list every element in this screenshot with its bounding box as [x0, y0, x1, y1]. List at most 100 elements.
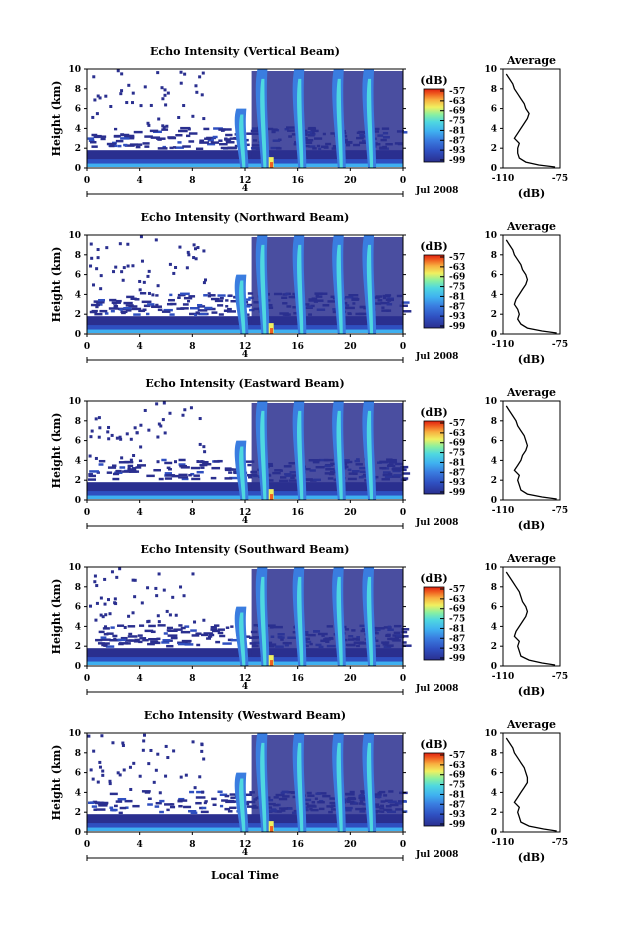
- profile-x-tick-label: -75: [552, 672, 568, 682]
- echo-patch: [128, 632, 133, 636]
- y-tick-label: 2: [75, 642, 81, 652]
- echo-speck: [92, 75, 96, 79]
- x-tick-label: 4: [137, 674, 143, 684]
- echo-patch: [126, 295, 135, 299]
- echo-patch: [199, 141, 209, 144]
- echo-speck: [156, 614, 160, 618]
- echo-speck: [105, 246, 109, 250]
- echo-speck: [90, 429, 94, 433]
- echo-speck: [171, 595, 175, 599]
- echo-patch: [219, 634, 226, 638]
- profile-y-tick-label: 8: [491, 251, 497, 261]
- x-tick-label: 0: [400, 840, 406, 850]
- echo-patch: [177, 641, 186, 644]
- echo-speck: [99, 613, 103, 617]
- echo-patch: [213, 127, 223, 130]
- y-tick-label: 6: [75, 769, 81, 779]
- echo-speck: [202, 618, 206, 622]
- echo-patch: [191, 634, 200, 637]
- plume-core: [239, 778, 246, 832]
- echo-patch: [166, 302, 173, 306]
- echo-patch: [210, 628, 218, 631]
- echo-speck: [202, 757, 206, 761]
- echo-patch: [98, 804, 108, 807]
- echo-speck: [168, 613, 172, 617]
- echo-speck: [201, 71, 205, 75]
- echo-patch: [218, 139, 223, 142]
- profile-line: [505, 737, 557, 832]
- echo-speck: [131, 578, 135, 582]
- panel-title: Echo Intensity (Westward Beam): [144, 709, 346, 722]
- colorbar-tick-label: -57: [449, 585, 465, 595]
- echo-patch: [137, 634, 143, 637]
- echo-patch: [117, 624, 125, 627]
- echo-patch: [179, 464, 187, 468]
- echo-speck: [193, 786, 197, 790]
- echo-patch: [401, 644, 412, 647]
- echo-patch: [224, 807, 231, 811]
- colorbar: [423, 586, 445, 661]
- echo-speck: [107, 437, 111, 441]
- x-tick-label: 0: [400, 176, 406, 186]
- echo-patch: [127, 468, 137, 471]
- echo-speck: [94, 618, 98, 622]
- echo-patch: [168, 468, 172, 471]
- y-tick-label: 8: [75, 417, 81, 427]
- echo-speck: [152, 780, 156, 784]
- echo-speck: [93, 574, 97, 578]
- panel-title: Echo Intensity (Vertical Beam): [150, 45, 340, 58]
- echo-patch: [201, 460, 209, 464]
- echo-patch: [139, 624, 145, 627]
- echo-patch: [217, 631, 224, 635]
- echo-patch: [211, 797, 217, 801]
- x-tick-label: 16: [291, 674, 304, 684]
- colorbar: [423, 88, 445, 163]
- y-tick-label: 0: [75, 164, 81, 174]
- plume-core: [239, 612, 246, 666]
- echo-patch: [88, 474, 96, 478]
- echo-speck: [120, 72, 124, 76]
- echo-patch: [225, 133, 233, 137]
- echo-speck: [122, 266, 126, 270]
- echo-patch: [99, 309, 108, 313]
- echo-patch: [129, 458, 133, 462]
- echo-patch: [148, 637, 158, 641]
- echo-patch: [150, 136, 161, 139]
- echo-speck: [147, 291, 151, 295]
- profile-y-tick-label: 6: [491, 105, 497, 115]
- colorbar-label: (dB): [420, 738, 447, 751]
- echo-patch: [183, 805, 192, 809]
- echo-patch: [180, 292, 190, 296]
- colorbar-label: (dB): [420, 572, 447, 585]
- panel-4: Echo Intensity (Southward Beam) Height (k…: [50, 543, 568, 698]
- colorbar-tick-label: -87: [449, 136, 465, 146]
- echo-patch: [215, 640, 221, 644]
- x-tick-label: 0: [84, 176, 90, 186]
- echo-speck: [156, 435, 160, 439]
- profile-y-tick-label: 4: [491, 124, 497, 134]
- plume-core: [260, 576, 267, 666]
- echo-speck: [155, 402, 159, 406]
- echo-patch: [196, 643, 201, 647]
- echo-patch: [120, 310, 128, 314]
- echo-patch: [247, 463, 252, 467]
- x-tick-label: 12: [239, 674, 252, 684]
- plume-core: [366, 576, 374, 666]
- echo-patch: [172, 146, 177, 149]
- echo-patch: [102, 627, 110, 630]
- echo-patch: [224, 477, 233, 480]
- echo-patch: [182, 303, 189, 306]
- colorbar-label: (dB): [420, 74, 447, 87]
- echo-patch: [119, 806, 127, 810]
- profile-frame: [502, 732, 561, 833]
- plume-core: [336, 410, 343, 500]
- echo-speck: [154, 586, 158, 590]
- echo-speck: [156, 284, 160, 288]
- profile-y-tick-label: 4: [491, 456, 497, 466]
- echo-patch: [246, 303, 253, 307]
- x-tick-label: 4: [137, 342, 143, 352]
- colorbar-tick-label: -87: [449, 302, 465, 312]
- heatmap-field: [87, 733, 408, 832]
- echo-speck: [184, 773, 188, 777]
- echo-patch: [207, 292, 211, 295]
